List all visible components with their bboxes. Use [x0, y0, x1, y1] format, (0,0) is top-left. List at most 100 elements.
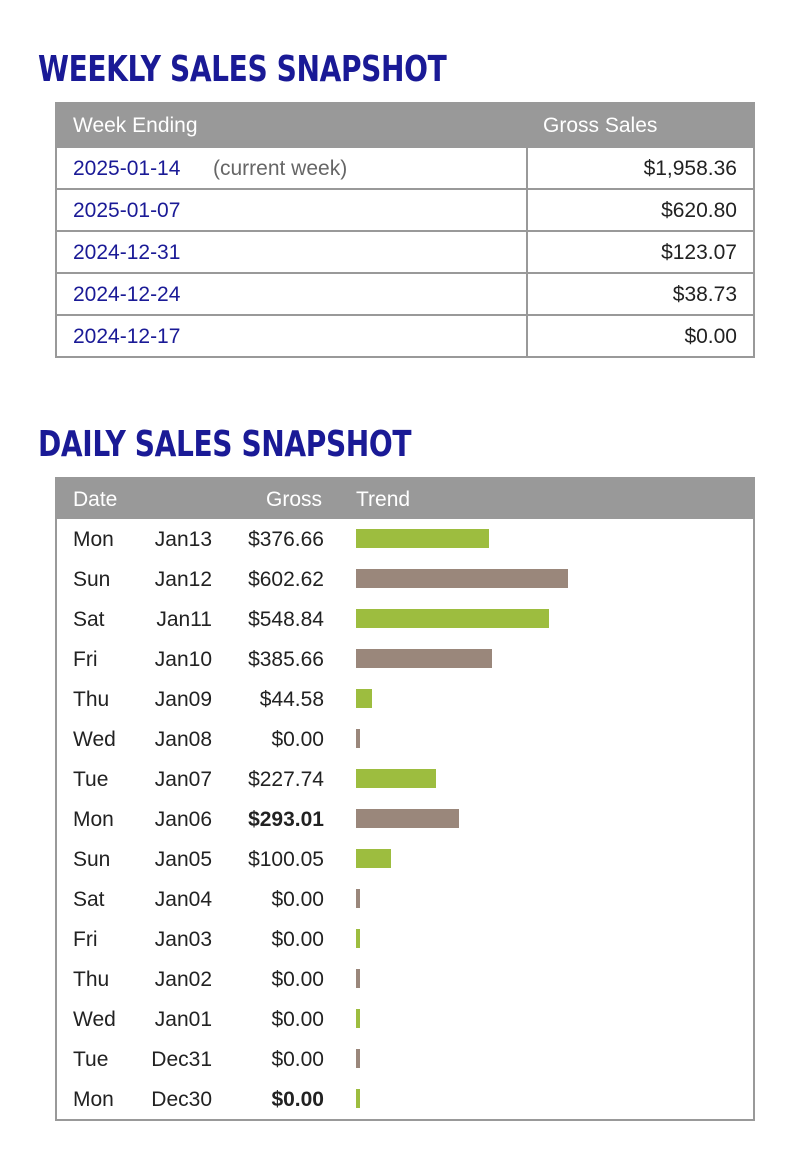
daily-gross-amount: $0.00 [271, 1088, 324, 1111]
table-row: Sun Jan12 $602.62 [57, 559, 753, 599]
table-row: 2025-01-07 $620.80 [57, 188, 753, 230]
month-day: Jan09 [154, 688, 212, 711]
trend-bar [356, 849, 391, 868]
week-date-link[interactable]: 2024-12-31 [73, 241, 181, 264]
table-row: Tue Jan07 $227.74 [57, 759, 753, 799]
table-row: Thu Jan02 $0.00 [57, 959, 753, 999]
table-row: 2025-01-14 (current week) $1,958.36 [57, 146, 753, 188]
daily-table-header: Date Gross Trend [57, 479, 753, 519]
trend-bar [356, 609, 549, 628]
column-divider [526, 274, 528, 314]
table-row: Mon Jan13 $376.66 [57, 519, 753, 559]
table-row: Wed Jan08 $0.00 [57, 719, 753, 759]
day-of-week: Mon [73, 528, 114, 551]
table-row: Tue Dec31 $0.00 [57, 1039, 753, 1079]
week-gross-amount: $123.07 [661, 241, 737, 264]
daily-gross-amount: $0.00 [271, 1048, 324, 1071]
column-divider [526, 232, 528, 272]
daily-rows: Mon Jan13 $376.66 Sun Jan12 $602.62 Sat Jan11 $5… [57, 519, 753, 1119]
daily-gross-amount: $0.00 [271, 1008, 324, 1031]
daily-gross-amount: $44.58 [259, 688, 324, 711]
table-row: Wed Jan01 $0.00 [57, 999, 753, 1039]
gross-header: Gross [266, 488, 323, 511]
daily-sales-table: Date Gross Trend Mon Jan13 $376.66 Sun Jan12… [55, 477, 755, 1121]
daily-gross-amount: $227.74 [248, 768, 324, 791]
day-of-week: Tue [73, 1048, 109, 1071]
trend-bar [356, 649, 492, 668]
weekly-table-header: Week Ending Gross Sales [57, 104, 753, 146]
day-of-week: Sat [73, 608, 105, 631]
week-gross-amount: $0.00 [684, 325, 737, 348]
table-row: Mon Dec30 $0.00 [57, 1079, 753, 1119]
month-day: Jan13 [154, 528, 212, 551]
day-of-week: Wed [73, 1008, 116, 1031]
trend-bar [356, 569, 568, 588]
day-of-week: Thu [73, 968, 110, 991]
daily-gross-amount: $0.00 [271, 928, 324, 951]
week-gross-amount: $38.73 [672, 283, 737, 306]
month-day: Jan08 [154, 728, 212, 751]
daily-gross-amount: $293.01 [248, 808, 324, 831]
daily-gross-amount: $0.00 [271, 728, 324, 751]
column-divider [526, 316, 528, 356]
month-day: Jan12 [154, 568, 212, 591]
day-of-week: Sun [73, 848, 111, 871]
trend-bar [356, 1049, 360, 1068]
table-row: Fri Jan10 $385.66 [57, 639, 753, 679]
month-day: Dec30 [151, 1088, 212, 1111]
month-day: Jan06 [154, 808, 212, 831]
trend-bar [356, 929, 360, 948]
trend-bar [356, 529, 489, 548]
week-gross-amount: $1,958.36 [643, 157, 737, 180]
week-gross-amount: $620.80 [661, 199, 737, 222]
daily-gross-amount: $548.84 [248, 608, 324, 631]
column-divider [526, 148, 528, 188]
trend-bar [356, 689, 372, 708]
month-day: Jan05 [154, 848, 212, 871]
week-date-link[interactable]: 2024-12-24 [73, 283, 181, 306]
week-date-link[interactable]: 2025-01-07 [73, 199, 181, 222]
month-day: Jan03 [154, 928, 212, 951]
table-row: Mon Jan06 $293.01 [57, 799, 753, 839]
day-of-week: Thu [73, 688, 110, 711]
date-header: Date [73, 488, 118, 511]
daily-section-title: DAILY SALES SNAPSHOT [38, 424, 412, 465]
trend-bar [356, 1009, 360, 1028]
gross-sales-header: Gross Sales [543, 114, 658, 137]
trend-bar [356, 889, 360, 908]
weekly-section-title: WEEKLY SALES SNAPSHOT [38, 49, 447, 90]
table-row: Sat Jan04 $0.00 [57, 879, 753, 919]
month-day: Dec31 [151, 1048, 212, 1071]
week-date-link[interactable]: 2024-12-17 [73, 325, 181, 348]
day-of-week: Mon [73, 808, 114, 831]
trend-header: Trend [356, 488, 411, 511]
table-row: Fri Jan03 $0.00 [57, 919, 753, 959]
day-of-week: Mon [73, 1088, 114, 1111]
column-divider [526, 190, 528, 230]
table-row: 2024-12-24 $38.73 [57, 272, 753, 314]
trend-bar [356, 969, 360, 988]
daily-gross-amount: $0.00 [271, 888, 324, 911]
table-row: Sat Jan11 $548.84 [57, 599, 753, 639]
trend-bar [356, 1089, 360, 1108]
daily-gross-amount: $602.62 [248, 568, 324, 591]
current-week-note: (current week) [213, 157, 348, 180]
day-of-week: Fri [73, 928, 98, 951]
day-of-week: Sun [73, 568, 111, 591]
daily-gross-amount: $0.00 [271, 968, 324, 991]
month-day: Jan11 [156, 608, 212, 631]
trend-bar [356, 809, 459, 828]
day-of-week: Fri [73, 648, 98, 671]
table-row: 2024-12-31 $123.07 [57, 230, 753, 272]
table-row: Thu Jan09 $44.58 [57, 679, 753, 719]
month-day: Jan01 [154, 1008, 212, 1031]
daily-gross-amount: $385.66 [248, 648, 324, 671]
week-date-link[interactable]: 2025-01-14 [73, 157, 181, 180]
month-day: Jan02 [154, 968, 212, 991]
table-row: 2024-12-17 $0.00 [57, 314, 753, 356]
trend-bar [356, 729, 360, 748]
daily-gross-amount: $376.66 [248, 528, 324, 551]
week-ending-header: Week Ending [73, 114, 198, 137]
month-day: Jan07 [154, 768, 212, 791]
daily-gross-amount: $100.05 [248, 848, 324, 871]
